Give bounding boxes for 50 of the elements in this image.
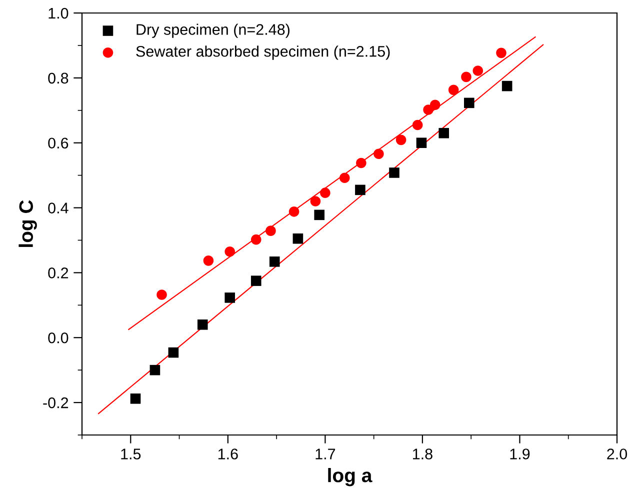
y-tick-label: 0.2 bbox=[48, 268, 68, 278]
legend-label: Dry specimen (n=2.48) bbox=[136, 24, 290, 38]
point bbox=[355, 184, 366, 196]
x-tick-label: 1.5 bbox=[121, 448, 141, 460]
point bbox=[430, 100, 440, 110]
point bbox=[339, 172, 350, 184]
point bbox=[412, 120, 423, 130]
point bbox=[396, 134, 406, 146]
point bbox=[461, 72, 472, 82]
point bbox=[292, 233, 304, 244]
point bbox=[374, 148, 384, 160]
point bbox=[356, 158, 366, 168]
point bbox=[266, 226, 276, 236]
y-tick-label: 0.8 bbox=[48, 72, 68, 84]
point bbox=[156, 290, 167, 300]
point bbox=[250, 276, 262, 286]
x-tick-label: 2.0 bbox=[607, 448, 628, 460]
point bbox=[389, 168, 400, 178]
point bbox=[130, 393, 141, 404]
x-axis-title: log a bbox=[328, 468, 372, 486]
y-tick-label: 0.0 bbox=[48, 332, 68, 344]
y-tick-label: 1.0 bbox=[48, 8, 68, 19]
point bbox=[472, 66, 484, 76]
point bbox=[288, 206, 300, 217]
x-tick-label: 1.6 bbox=[218, 448, 238, 460]
point bbox=[150, 364, 160, 376]
point bbox=[416, 138, 427, 148]
y-tick-label: 0.6 bbox=[48, 138, 68, 149]
x-tick-label: 1.9 bbox=[510, 448, 530, 460]
point bbox=[168, 347, 179, 358]
point bbox=[269, 256, 280, 267]
point bbox=[224, 246, 236, 257]
point bbox=[197, 319, 208, 330]
point bbox=[203, 256, 214, 266]
point bbox=[250, 234, 262, 245]
point bbox=[496, 48, 506, 58]
point bbox=[438, 128, 450, 138]
point bbox=[464, 98, 474, 108]
x-tick-label: 1.8 bbox=[413, 448, 432, 460]
y-tick-label: 0.4 bbox=[48, 202, 68, 214]
point bbox=[314, 210, 324, 220]
point bbox=[224, 292, 236, 303]
point bbox=[448, 84, 459, 96]
y-axis-title: log C bbox=[18, 200, 37, 247]
legend-label: Sewater absorbed specimen (n=2.15) bbox=[136, 46, 390, 60]
point bbox=[320, 188, 330, 198]
point bbox=[502, 80, 512, 92]
y-tick-label: -0.2 bbox=[43, 397, 68, 408]
point bbox=[310, 196, 321, 206]
x-tick-label: 1.7 bbox=[316, 448, 336, 460]
